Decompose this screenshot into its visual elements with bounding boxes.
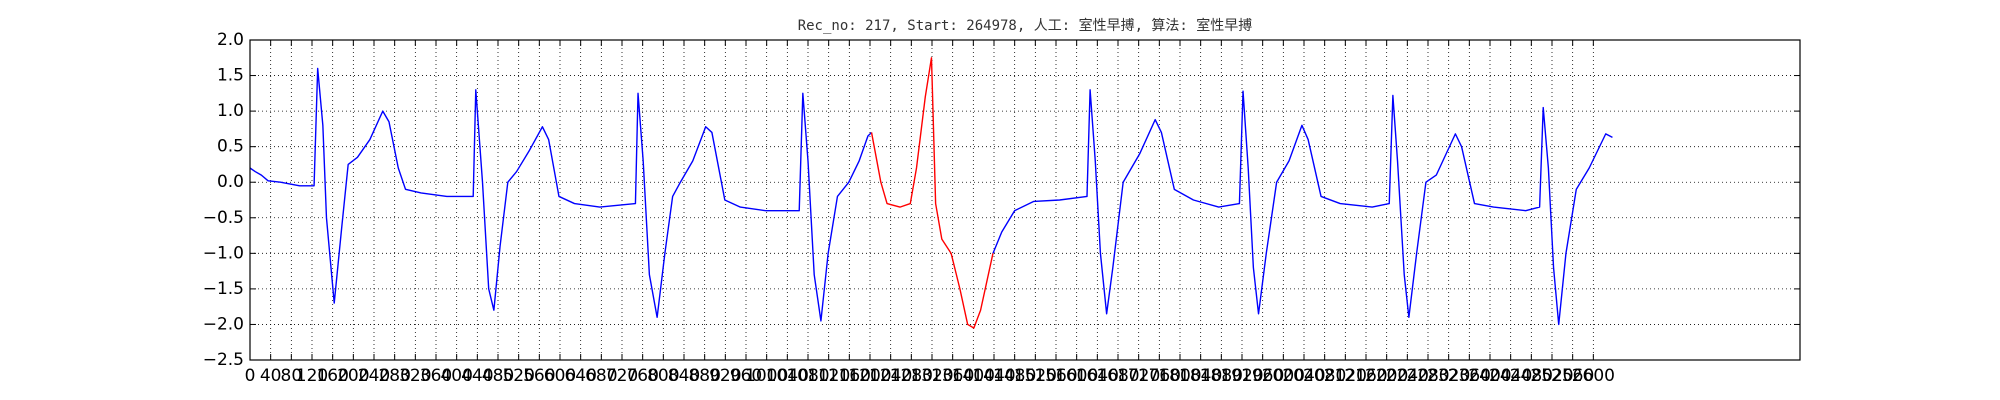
x-tick-label: 2480 — [1510, 366, 1553, 386]
x-tick-label: 800 — [647, 366, 679, 386]
x-tick-label: 1120 — [807, 366, 850, 386]
x-tick-label: 560 — [523, 366, 555, 386]
ecg-line — [249, 67, 1613, 326]
x-tick-label: 720 — [606, 366, 638, 386]
x-tick-label: 2000 — [1262, 366, 1305, 386]
x-tick-label: 0 — [245, 366, 256, 386]
y-tick-label: 0.0 — [217, 172, 244, 192]
x-tick-label: 160 — [316, 366, 348, 386]
x-tick-label: 440 — [461, 366, 493, 386]
x-tick-label: 1760 — [1138, 366, 1181, 386]
x-tick-label: 680 — [585, 366, 617, 386]
x-tick-label: 960 — [730, 366, 762, 386]
x-tick-label: 80 — [281, 366, 303, 386]
x-tick-label: 1240 — [869, 366, 912, 386]
y-tick-label: 2.0 — [217, 30, 244, 50]
x-tick-label: 2040 — [1282, 366, 1325, 386]
x-tick-label: 1640 — [1076, 366, 1119, 386]
x-tick-label: 640 — [564, 366, 596, 386]
x-tick-label: 1840 — [1179, 366, 1222, 386]
x-tick-label: 1200 — [848, 366, 891, 386]
x-tick-label: 2120 — [1324, 366, 1367, 386]
x-tick-label: 2280 — [1406, 366, 1449, 386]
x-tick-label: 2520 — [1530, 366, 1573, 386]
x-tick-label: 320 — [399, 366, 431, 386]
x-tick-label: 2200 — [1365, 366, 1408, 386]
x-tick-label: 360 — [420, 366, 452, 386]
chart-title: Rec_no: 217, Start: 264978, 人工: 室性早搏, 算法… — [798, 17, 1253, 34]
y-tick-label: −2.5 — [203, 350, 244, 370]
x-tick-label: 520 — [502, 366, 534, 386]
x-tick-label: 920 — [709, 366, 741, 386]
x-tick-label: 760 — [626, 366, 658, 386]
x-tick-label: 1360 — [931, 366, 974, 386]
x-tick-label: 2360 — [1448, 366, 1491, 386]
x-tick-label: 1960 — [1241, 366, 1284, 386]
y-tick-label: 0.5 — [217, 137, 244, 157]
x-tick-label: 2240 — [1386, 366, 1429, 386]
x-tick-label: 480 — [482, 366, 514, 386]
x-tick-label: 1520 — [1014, 366, 1057, 386]
x-tick-label: 280 — [378, 366, 410, 386]
x-tick-label: 200 — [337, 366, 369, 386]
plot-frame — [249, 39, 1801, 361]
x-tick-label: 2080 — [1303, 366, 1346, 386]
x-tick-label: 1400 — [952, 366, 995, 386]
x-tick-label: 2560 — [1551, 366, 1594, 386]
x-tick-label: 1160 — [828, 366, 871, 386]
x-tick-label: 120 — [296, 366, 328, 386]
x-tick-label: 1320 — [910, 366, 953, 386]
x-tick-label: 400 — [440, 366, 472, 386]
x-tick-label: 1040 — [766, 366, 809, 386]
ecg-line — [870, 57, 994, 329]
x-tick-label: 1800 — [1158, 366, 1201, 386]
x-tick-label: 1440 — [972, 366, 1015, 386]
x-tick-label: 1720 — [1117, 366, 1160, 386]
x-tick-label: 1920 — [1220, 366, 1263, 386]
x-tick-label: 1880 — [1200, 366, 1243, 386]
x-tick-label: 40 — [260, 366, 282, 386]
x-tick-label: 1560 — [1034, 366, 1077, 386]
x-tick-label: 2600 — [1572, 366, 1615, 386]
y-tick-label: −0.5 — [203, 208, 244, 228]
x-tick-label: 1480 — [993, 366, 1036, 386]
y-tick-label: 1.5 — [217, 66, 244, 86]
y-tick-label: −1.0 — [203, 243, 244, 263]
y-tick-label: −2.0 — [203, 314, 244, 334]
x-tick-label: 2320 — [1427, 366, 1470, 386]
x-tick-label: 600 — [544, 366, 576, 386]
y-tick-label: −1.5 — [203, 279, 244, 299]
x-tick-label: 880 — [688, 366, 720, 386]
x-tick-label: 2440 — [1489, 366, 1532, 386]
x-tick-label: 1280 — [890, 366, 933, 386]
x-tick-label: 1600 — [1055, 366, 1098, 386]
x-tick-label: 1680 — [1096, 366, 1139, 386]
x-tick-label: 2400 — [1468, 366, 1511, 386]
y-tick-label: 1.0 — [217, 101, 244, 121]
x-tick-label: 2160 — [1344, 366, 1387, 386]
x-tick-label: 840 — [668, 366, 700, 386]
x-tick-label: 1000 — [745, 366, 788, 386]
x-tick-label: 1080 — [786, 366, 829, 386]
x-tick-label: 240 — [358, 366, 390, 386]
